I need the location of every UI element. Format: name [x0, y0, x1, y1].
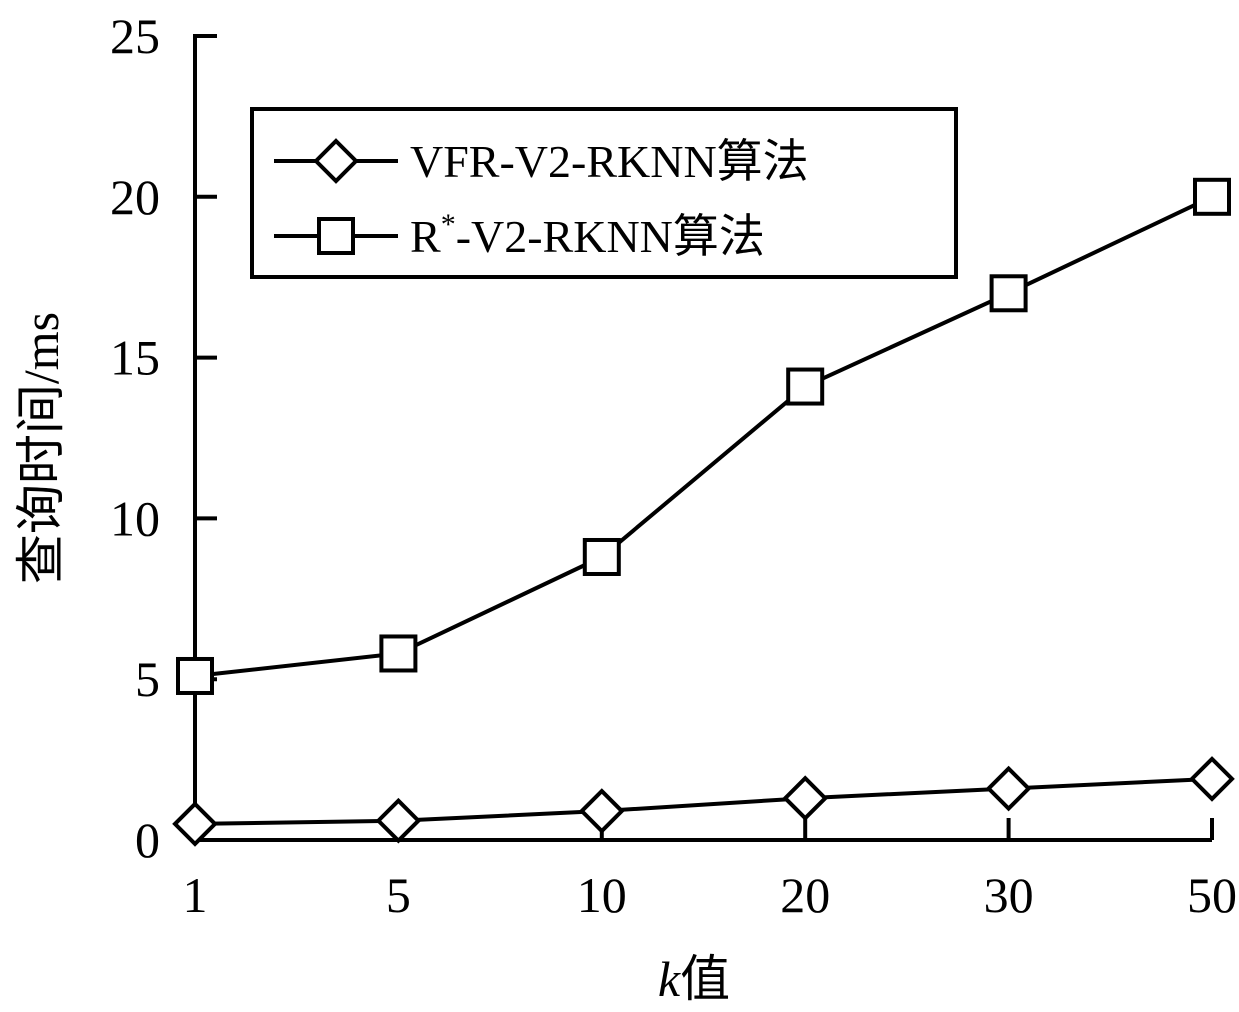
- y-tick-label: 0: [135, 812, 160, 868]
- series-line: [194, 194, 1213, 678]
- x-tick-label: 10: [577, 867, 627, 923]
- data-point-square: [176, 656, 214, 695]
- legend-entry-rstar: R*-V2-RKNN算法: [274, 208, 765, 262]
- y-axis-title: 查询时间/ms: [13, 312, 69, 584]
- legend-entry-vfr: VFR-V2-RKNN算法: [274, 136, 809, 187]
- data-point-diamond: [578, 788, 625, 834]
- series-diamond: [172, 756, 1235, 847]
- legend-label-rstar-sup: *: [441, 208, 456, 241]
- x-axis-title: k值: [658, 951, 730, 1007]
- data-point-square: [582, 537, 621, 576]
- legend-label-rstar: R*-V2-RKNN算法: [410, 208, 765, 262]
- y-ticks: 0 5 10 15 20 25: [110, 8, 217, 868]
- data-point-diamond: [985, 765, 1032, 812]
- legend-label-rstar-prefix: R: [410, 211, 441, 262]
- x-ticks: 1 5 10 20 30 50: [183, 818, 1237, 923]
- legend: VFR-V2-RKNN算法 R*-V2-RKNN算法: [250, 107, 958, 279]
- y-tick-label: 15: [110, 330, 160, 386]
- data-point-diamond: [172, 801, 218, 847]
- series-line: [194, 776, 1213, 826]
- y-tick-label: 20: [110, 169, 160, 225]
- series-square: [176, 177, 1231, 695]
- x-tick-label: 1: [183, 867, 208, 923]
- data-point-square: [379, 634, 418, 673]
- legend-label-vfr: VFR-V2-RKNN算法: [410, 136, 809, 187]
- data-point-diamond: [1189, 756, 1235, 802]
- x-axis-title-rest: 值: [680, 951, 730, 1007]
- legend-square-marker: [317, 217, 355, 255]
- data-point-diamond: [375, 797, 422, 844]
- x-axis-title-italic: k: [658, 951, 681, 1007]
- data-point-square: [1193, 177, 1231, 216]
- x-tick-label: 20: [780, 867, 830, 923]
- x-tick-label: 30: [984, 867, 1034, 923]
- legend-diamond-marker: [313, 138, 359, 184]
- y-tick-label: 5: [135, 651, 160, 707]
- data-point-square: [989, 274, 1028, 313]
- legend-box: [250, 107, 958, 279]
- series-layer: [172, 177, 1235, 847]
- legend-label-rstar-suffix: -V2-RKNN算法: [456, 211, 765, 262]
- x-tick-label: 5: [386, 867, 411, 923]
- axes: [193, 34, 1212, 842]
- y-tick-label: 25: [110, 8, 160, 64]
- data-point-square: [786, 367, 825, 406]
- data-point-diamond: [782, 775, 829, 822]
- x-tick-label: 50: [1187, 867, 1237, 923]
- y-tick-label: 10: [110, 490, 160, 546]
